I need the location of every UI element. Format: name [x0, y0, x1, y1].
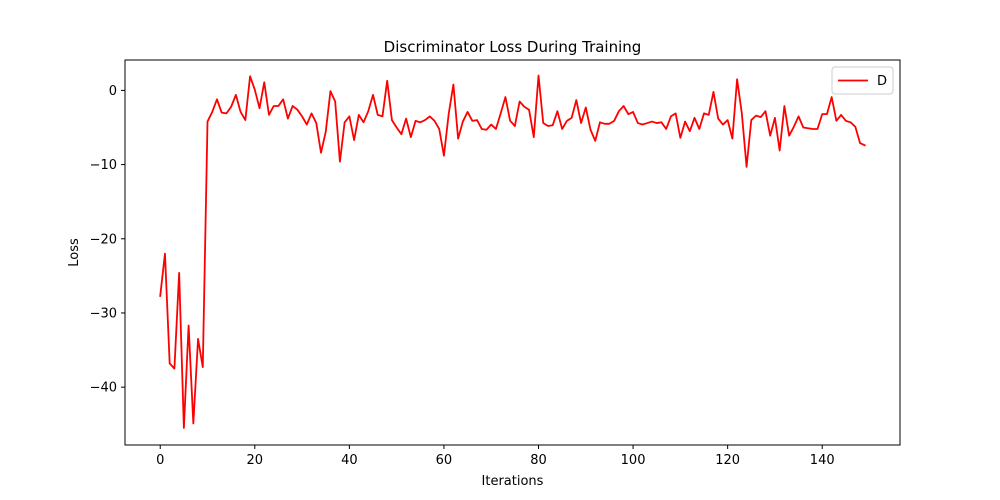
y-tick-label: −40 — [90, 381, 117, 396]
y-axis-label: Loss — [67, 238, 82, 267]
legend: D — [831, 66, 894, 95]
x-tick-label: 40 — [341, 453, 358, 468]
x-tick-label: 60 — [436, 453, 453, 468]
y-tick-label: 0 — [109, 84, 117, 99]
plot-frame — [124, 59, 901, 446]
y-tick-label: −10 — [90, 158, 117, 173]
x-tick-label: 140 — [810, 453, 835, 468]
y-axis-ticks: 0 −10 −20 −30 −40 — [90, 84, 125, 396]
y-tick-label: −30 — [90, 306, 117, 321]
series-line-D — [159, 74, 866, 429]
chart-title: Discriminator Loss During Training — [384, 38, 642, 56]
x-axis-label: Iterations — [482, 474, 544, 489]
x-tick-label: 0 — [156, 453, 164, 468]
x-axis-ticks: 0 20 40 60 80 100 120 140 — [156, 445, 835, 468]
x-tick-label: 120 — [715, 453, 740, 468]
x-tick-label: 80 — [530, 453, 547, 468]
y-tick-label: −20 — [90, 232, 117, 247]
series-lines — [159, 74, 866, 429]
legend-label: D — [877, 74, 887, 89]
x-tick-label: 100 — [621, 453, 646, 468]
x-tick-label: 20 — [247, 453, 264, 468]
